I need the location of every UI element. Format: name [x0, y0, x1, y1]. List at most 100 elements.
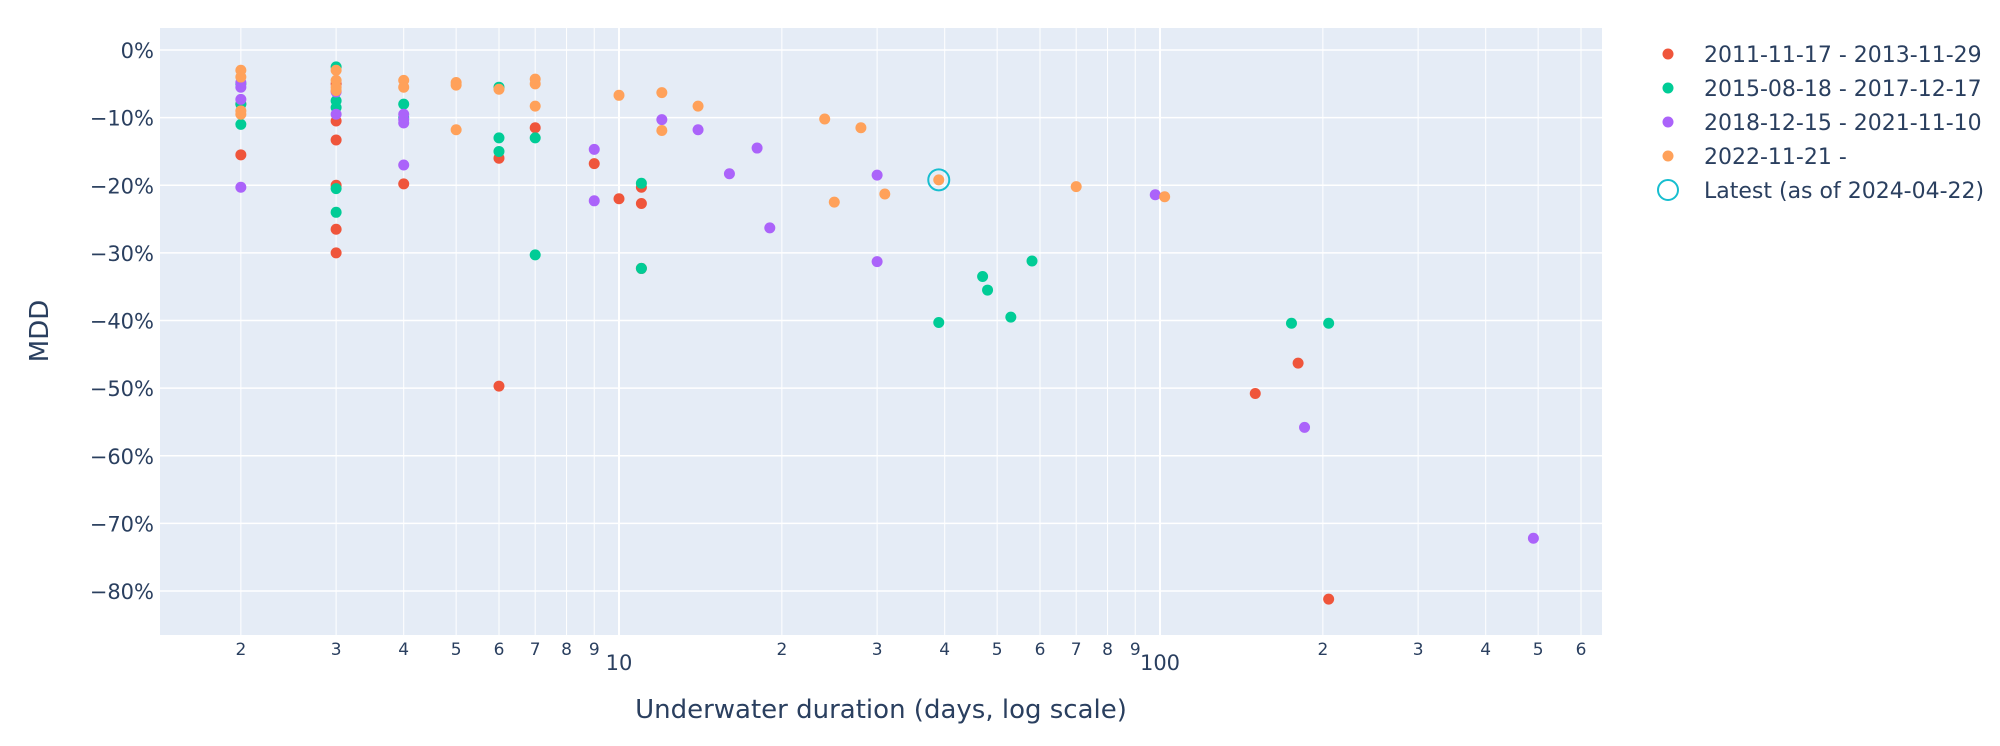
x-tick-label: 3	[872, 640, 883, 660]
latest-marker	[927, 168, 951, 192]
data-point	[450, 124, 462, 136]
data-point	[529, 78, 541, 90]
y-tick-label: −30%	[90, 242, 154, 266]
y-tick-label: −80%	[90, 580, 154, 604]
data-point	[588, 158, 600, 170]
data-point	[828, 196, 840, 208]
data-point	[1285, 317, 1297, 329]
data-point	[235, 71, 247, 83]
x-tick-label: 9	[1130, 640, 1141, 660]
x-tick-label: 100	[1140, 651, 1180, 675]
data-point	[933, 174, 945, 186]
x-axis-title: Underwater duration (days, log scale)	[635, 695, 1127, 725]
data-point	[529, 122, 541, 134]
data-point	[398, 98, 410, 110]
data-point	[933, 317, 945, 329]
data-point	[493, 132, 505, 144]
x-tick-label: 6	[1576, 640, 1587, 660]
legend-marker	[1662, 48, 1674, 60]
data-point	[330, 134, 342, 146]
data-point	[529, 132, 541, 144]
x-tick-label: 5	[992, 640, 1003, 660]
data-point	[330, 206, 342, 218]
data-point	[588, 195, 600, 207]
data-point	[493, 145, 505, 157]
data-point	[692, 100, 704, 112]
data-point	[330, 85, 342, 97]
legend-marker-latest	[1657, 179, 1679, 201]
data-point	[1159, 191, 1171, 203]
data-point	[1323, 317, 1335, 329]
data-point	[235, 149, 247, 161]
x-tick-label: 4	[398, 640, 409, 660]
y-tick-label: −70%	[90, 512, 154, 536]
data-point	[1070, 181, 1082, 193]
x-tick-label: 3	[1413, 640, 1424, 660]
x-tick-label: 2	[776, 640, 787, 660]
series-4	[235, 64, 1171, 208]
y-axis-ticks: 0% −10% −20% −30% −40% −50% −60% −70% −80%	[90, 39, 154, 604]
data-point	[1249, 388, 1261, 400]
data-point	[1149, 189, 1161, 201]
data-point	[764, 222, 776, 234]
legend-label: 2015-08-18 - 2017-12-17	[1704, 77, 1982, 102]
x-tick-label: 6	[494, 640, 505, 660]
data-point	[656, 124, 668, 136]
data-point	[871, 256, 883, 268]
data-point	[398, 117, 410, 129]
data-point	[977, 271, 989, 283]
data-point	[398, 108, 410, 120]
y-tick-label: −20%	[90, 174, 154, 198]
data-point	[235, 118, 247, 130]
data-point	[330, 247, 342, 259]
data-point	[635, 177, 647, 189]
data-point	[235, 181, 247, 193]
data-point	[1026, 255, 1038, 267]
x-tick-label: 2	[1317, 640, 1328, 660]
data-point	[493, 83, 505, 95]
x-tick-label: 8	[1102, 640, 1113, 660]
data-point	[751, 142, 763, 154]
data-point	[1292, 357, 1304, 369]
data-point	[1005, 311, 1017, 323]
x-tick-label: 4	[1480, 640, 1491, 660]
series-3	[235, 76, 1539, 544]
data-point	[1299, 421, 1311, 433]
x-tick-label: 6	[1035, 640, 1046, 660]
y-tick-label: −50%	[90, 377, 154, 401]
x-tick-label: 8	[561, 640, 572, 660]
data-point	[398, 81, 410, 93]
data-point	[330, 183, 342, 195]
data-point	[613, 89, 625, 101]
data-point	[529, 100, 541, 112]
data-point	[235, 93, 247, 105]
data-point	[982, 284, 994, 296]
data-point	[1527, 532, 1539, 544]
y-axis-title: MDD	[25, 300, 55, 362]
legend-marker	[1662, 150, 1674, 162]
data-point	[635, 198, 647, 210]
y-tick-label: 0%	[121, 39, 154, 63]
data-point	[871, 169, 883, 181]
data-point	[330, 64, 342, 76]
data-point	[588, 143, 600, 155]
y-tick-label: −60%	[90, 445, 154, 469]
data-point	[613, 193, 625, 205]
data-point	[819, 113, 831, 125]
y-tick-label: −10%	[90, 107, 154, 131]
legend: 2011-11-17 - 2013-11-29 2015-08-18 - 2017…	[1657, 43, 1984, 204]
data-point	[635, 262, 647, 274]
y-tick-label: −40%	[90, 310, 154, 334]
x-tick-label: 9	[589, 640, 600, 660]
x-tick-label: 10	[606, 651, 633, 675]
x-tick-label: 5	[451, 640, 462, 660]
data-point	[450, 79, 462, 91]
x-tick-label: 5	[1533, 640, 1544, 660]
x-tick-label: 2	[235, 640, 246, 660]
x-tick-label: 7	[530, 640, 541, 660]
x-tick-label: 7	[1071, 640, 1082, 660]
data-point	[493, 380, 505, 392]
data-point	[656, 114, 668, 126]
